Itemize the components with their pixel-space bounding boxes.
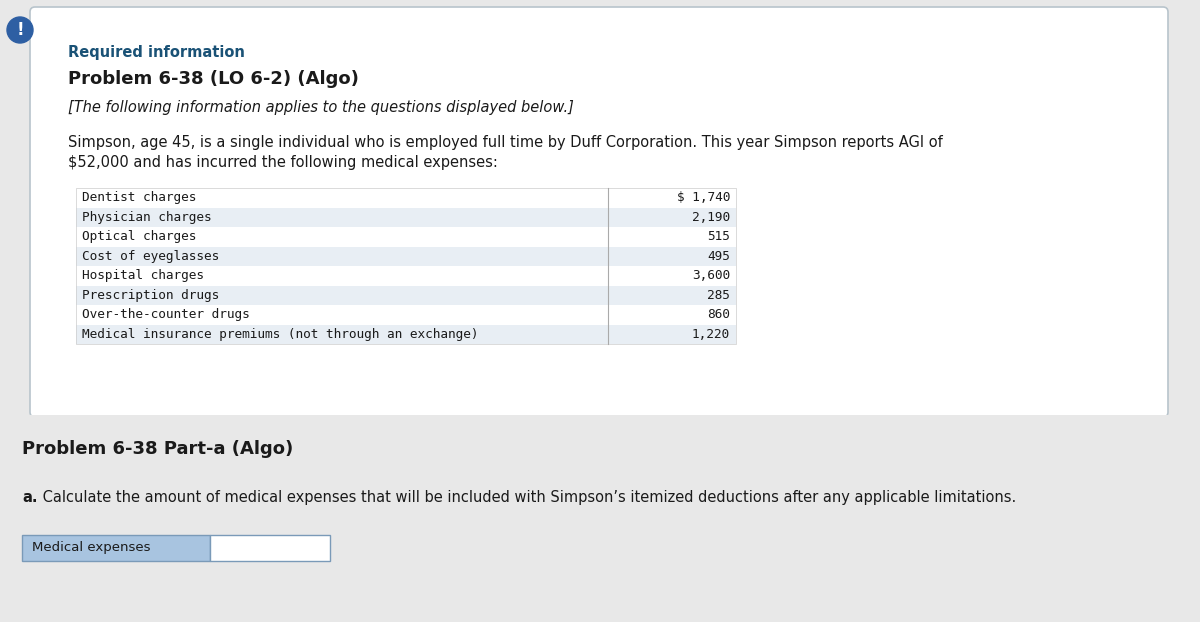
Bar xyxy=(76,208,736,227)
Text: 495: 495 xyxy=(707,250,730,262)
Text: Prescription drugs: Prescription drugs xyxy=(82,289,220,302)
Text: Problem 6-38 Part-a (Algo): Problem 6-38 Part-a (Algo) xyxy=(22,440,293,458)
Bar xyxy=(22,535,210,561)
Text: Over-the-counter drugs: Over-the-counter drugs xyxy=(82,309,250,321)
Text: Physician charges: Physician charges xyxy=(82,211,211,224)
Text: Cost of eyeglasses: Cost of eyeglasses xyxy=(82,250,220,262)
Bar xyxy=(210,535,330,561)
Text: $52,000 and has incurred the following medical expenses:: $52,000 and has incurred the following m… xyxy=(68,155,498,170)
Text: Medical insurance premiums (not through an exchange): Medical insurance premiums (not through … xyxy=(82,328,479,341)
Text: 860: 860 xyxy=(707,309,730,321)
Text: Problem 6-38 (LO 6-2) (Algo): Problem 6-38 (LO 6-2) (Algo) xyxy=(68,70,359,88)
Text: 515: 515 xyxy=(707,230,730,243)
Bar xyxy=(76,227,736,246)
Text: [The following information applies to the questions displayed below.]: [The following information applies to th… xyxy=(68,100,574,115)
Text: Dentist charges: Dentist charges xyxy=(82,191,197,204)
Bar xyxy=(0,415,1200,622)
Bar xyxy=(76,246,736,266)
Text: 2,190: 2,190 xyxy=(692,211,730,224)
Bar xyxy=(76,188,736,344)
Text: 3,600: 3,600 xyxy=(692,269,730,282)
Text: 1,220: 1,220 xyxy=(692,328,730,341)
Text: Simpson, age 45, is a single individual who is employed full time by Duff Corpor: Simpson, age 45, is a single individual … xyxy=(68,135,943,150)
Text: Medical expenses: Medical expenses xyxy=(32,542,150,554)
Text: a.: a. xyxy=(22,490,37,505)
Circle shape xyxy=(7,17,34,43)
Text: Optical charges: Optical charges xyxy=(82,230,197,243)
Bar xyxy=(76,305,736,325)
FancyBboxPatch shape xyxy=(30,7,1168,417)
Text: Hospital charges: Hospital charges xyxy=(82,269,204,282)
Text: Calculate the amount of medical expenses that will be included with Simpson’s it: Calculate the amount of medical expenses… xyxy=(38,490,1016,505)
Bar xyxy=(76,285,736,305)
Text: 285: 285 xyxy=(707,289,730,302)
Text: $ 1,740: $ 1,740 xyxy=(677,191,730,204)
Text: Required information: Required information xyxy=(68,45,245,60)
Bar xyxy=(76,188,736,208)
Bar xyxy=(76,325,736,344)
Bar xyxy=(76,266,736,285)
Text: !: ! xyxy=(16,21,24,39)
